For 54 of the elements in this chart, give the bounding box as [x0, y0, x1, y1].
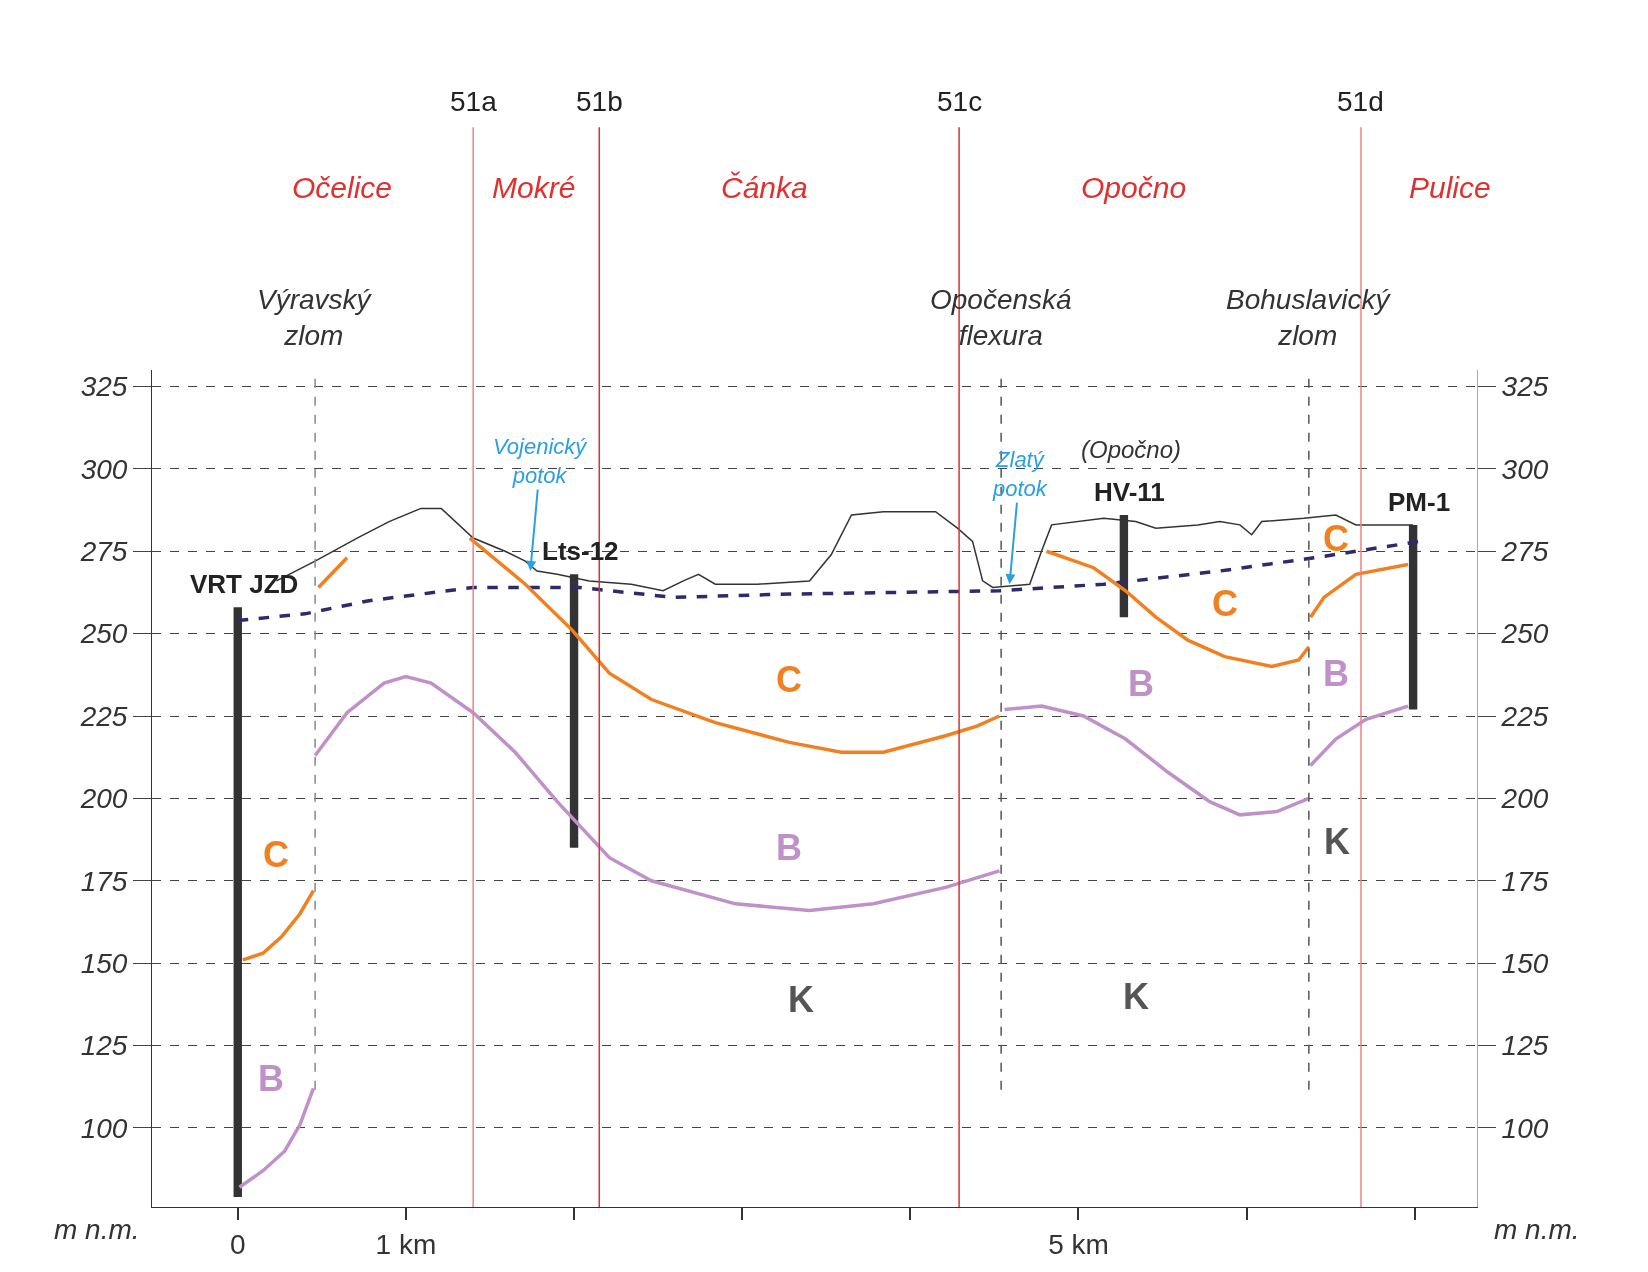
y-tick-label: 175 — [80, 865, 128, 897]
ref-line-label: Výravský zlom — [257, 284, 373, 352]
text: Pulice — [1409, 171, 1491, 204]
y-tick-label: 300 — [80, 453, 128, 485]
y-tick-label: 250 — [79, 618, 128, 650]
ref-line-label: 51d — [1337, 86, 1384, 117]
y2-tick-label: 300 — [1501, 453, 1549, 485]
annotation: K — [788, 979, 814, 1020]
ref-line-label: 51c — [937, 86, 983, 117]
y-axis-title: m n.m. — [54, 1214, 140, 1245]
x-tick-label: 5 km — [1048, 1228, 1109, 1260]
annotation: Vojenický potok — [493, 434, 589, 488]
y2-tick-label: 175 — [1501, 865, 1549, 897]
annotation: B — [776, 827, 802, 868]
y-tick-label: 275 — [79, 536, 128, 568]
y-tick-label: 225 — [79, 700, 128, 732]
annotation: C — [1212, 583, 1238, 624]
y-tick-label: 200 — [79, 783, 128, 815]
y2-tick-label: 325 — [1501, 371, 1549, 403]
annotation: C — [1323, 518, 1349, 559]
y2-tick-label: 150 — [1501, 947, 1549, 979]
y2-tick-label: 200 — [1500, 783, 1549, 815]
y-tick-label: 100 — [80, 1112, 128, 1144]
annotation: B — [258, 1058, 284, 1099]
series-label: PM-1 — [1388, 487, 1451, 517]
text: Mokré — [492, 171, 576, 204]
y2-axis-title: m n.m. — [1494, 1214, 1580, 1245]
annotation: C — [263, 834, 289, 875]
series-label: HV-11 — [1094, 477, 1165, 507]
annotation: (Opočno) — [1081, 436, 1182, 463]
y-tick-label: 150 — [80, 947, 128, 979]
x-tick-label: 0 — [229, 1228, 246, 1260]
y2-tick-label: 225 — [1500, 700, 1549, 732]
x-tick-label: 1 km — [375, 1228, 437, 1260]
bar — [233, 607, 242, 1198]
y-tick-label: 125 — [80, 1030, 128, 1062]
y2-tick-label: 100 — [1501, 1112, 1549, 1144]
text: Čánka — [721, 171, 808, 204]
annotation: K — [1324, 821, 1350, 862]
annotation: K — [1123, 976, 1149, 1017]
y2-tick-label: 275 — [1500, 536, 1549, 568]
annotation: Zlatý potok — [992, 447, 1048, 501]
text: Očelice — [292, 171, 393, 204]
ref-line-label: 51a — [450, 86, 498, 117]
ref-line-label: Bohuslavický zlom — [1226, 284, 1392, 352]
ref-line-label: 51b — [576, 86, 623, 117]
annotation: B — [1128, 663, 1154, 704]
y2-tick-label: 125 — [1501, 1030, 1549, 1062]
text: Opočno — [1081, 171, 1187, 204]
y2-tick-label: 250 — [1500, 618, 1549, 650]
annotation: B — [1323, 653, 1349, 694]
y-tick-label: 325 — [80, 371, 128, 403]
series-label: VRT JZD — [190, 569, 299, 599]
annotation: C — [776, 659, 802, 700]
